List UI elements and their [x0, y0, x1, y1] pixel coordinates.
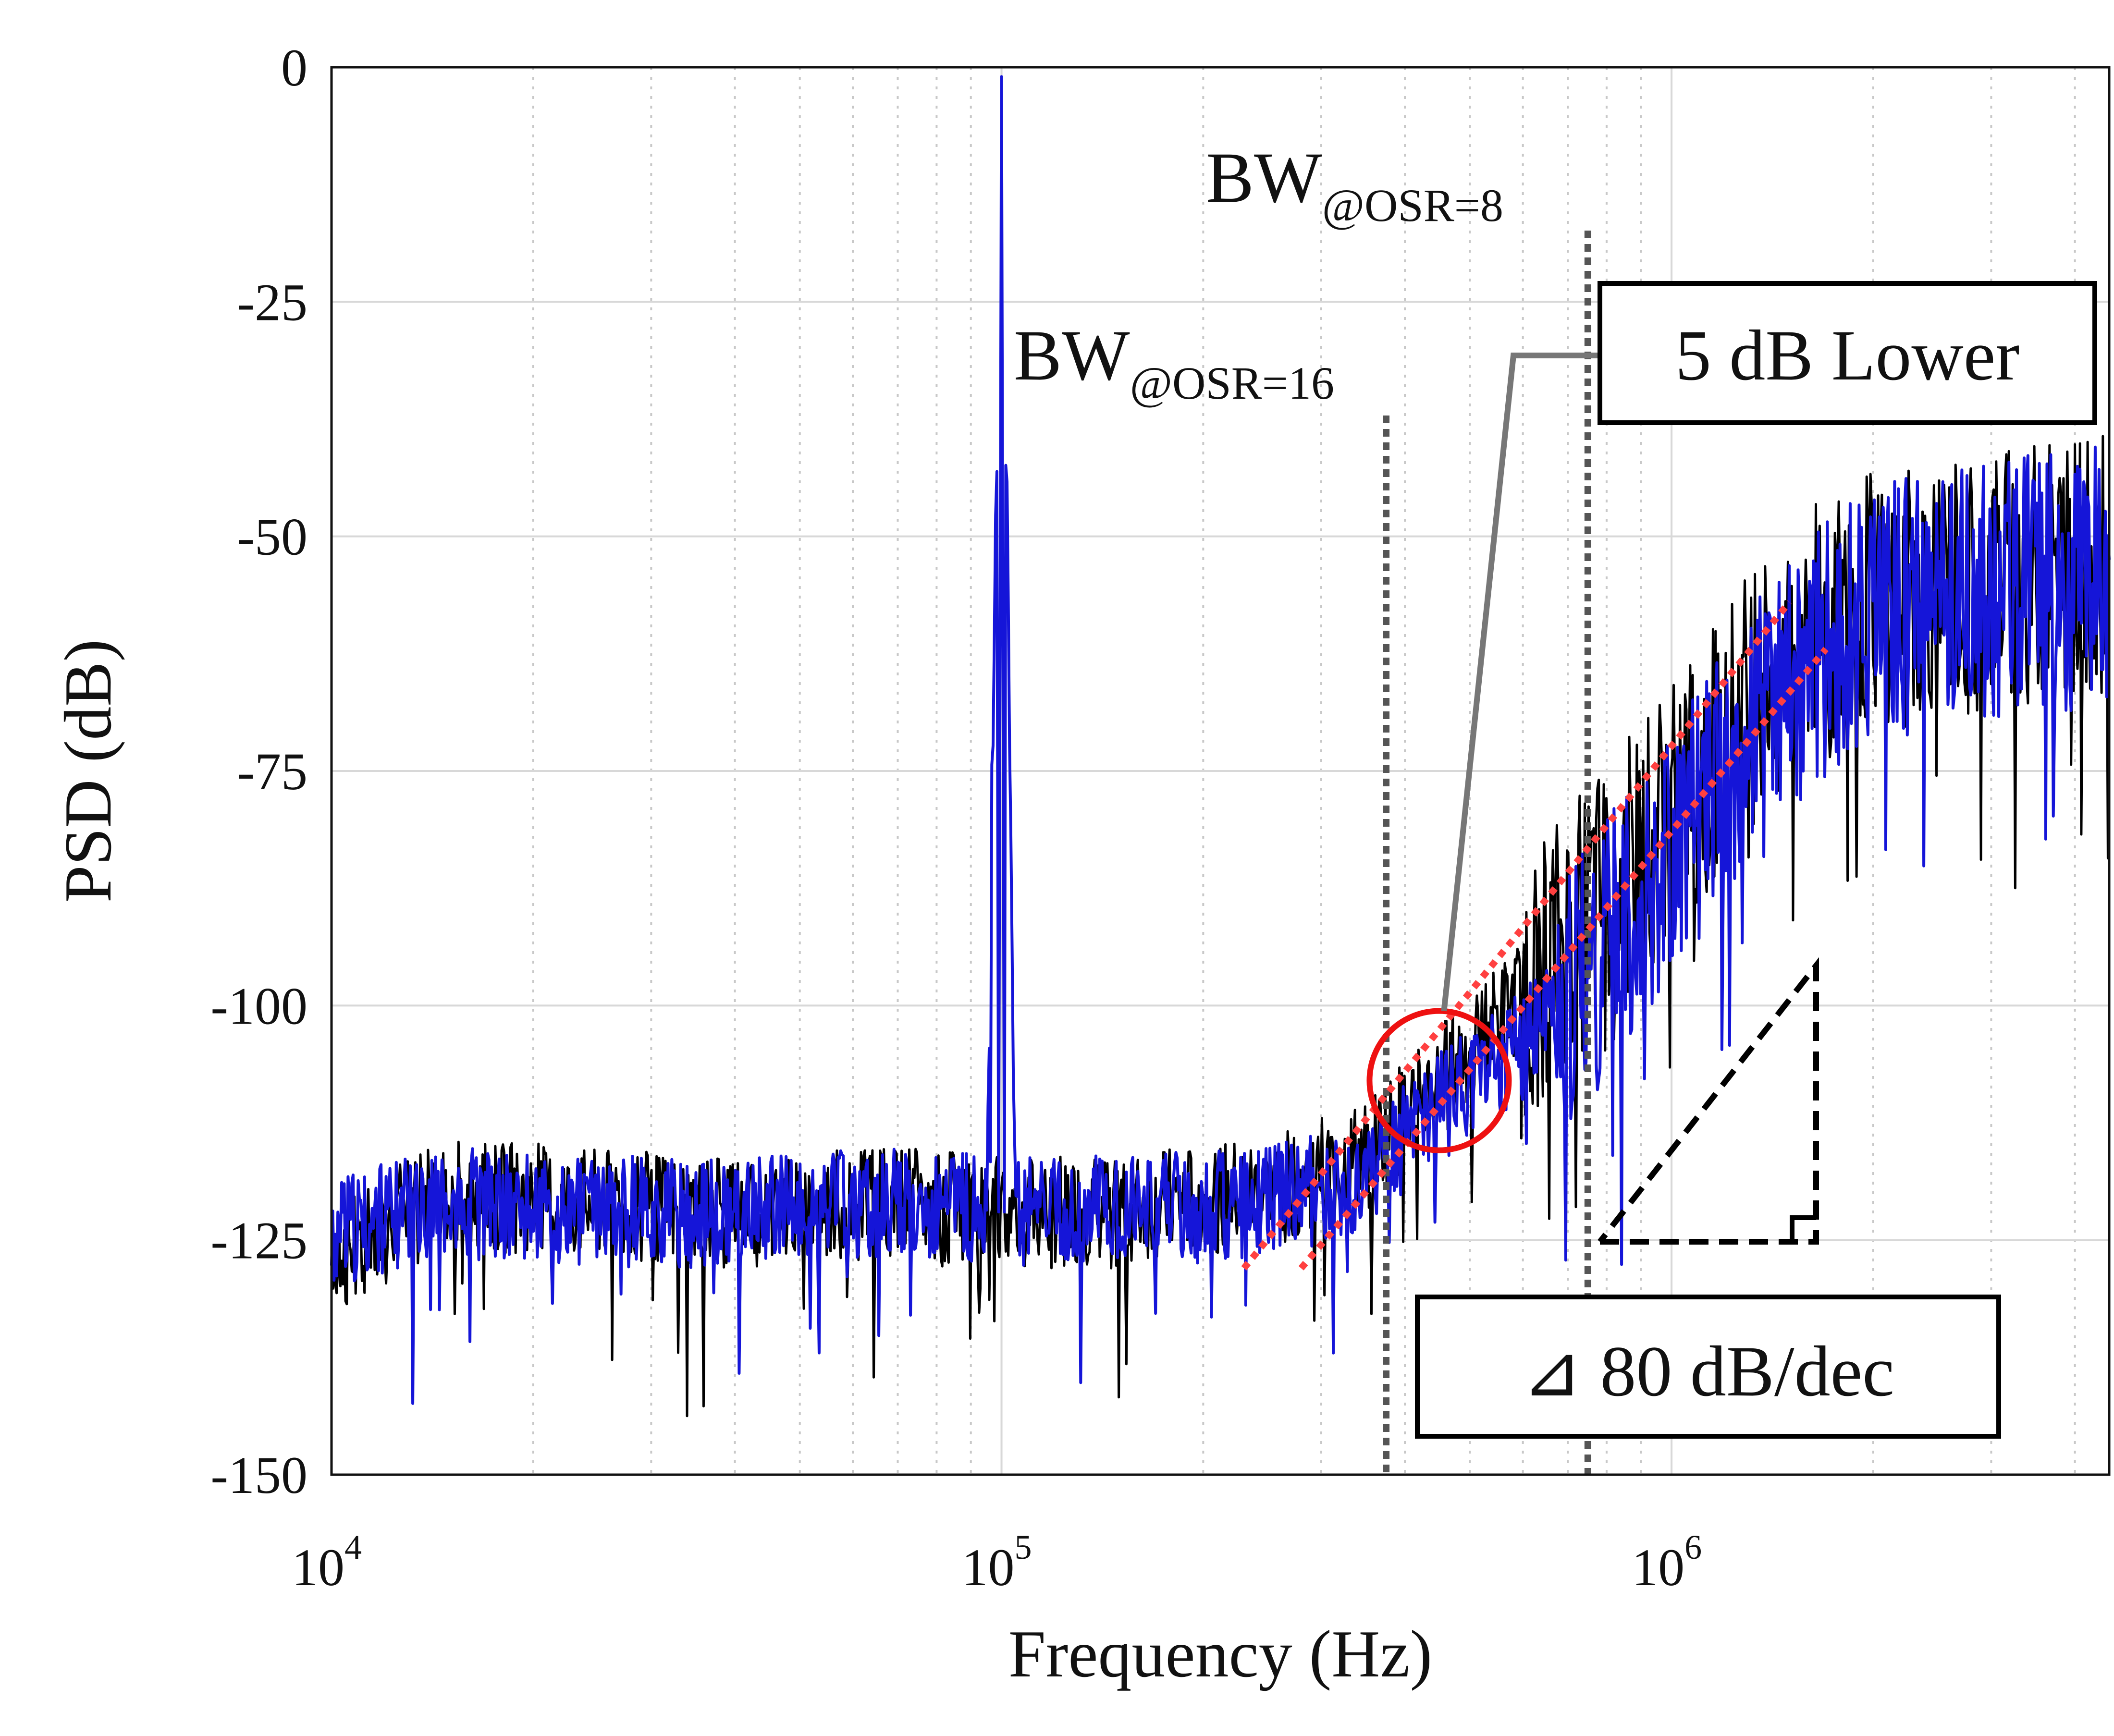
- lower-callout-box: [1598, 281, 2097, 425]
- bw-osr8-main: BW: [1206, 138, 1322, 218]
- lower-callout-text: 5 dB Lower: [1675, 316, 2020, 395]
- x-tick-label: 106: [1632, 1528, 1702, 1597]
- callout-leader: [1441, 353, 1600, 1012]
- series-line-blue: [330, 75, 2111, 1405]
- bw-osr16-label: BW@OSR=16: [1014, 316, 1334, 409]
- x-tick-exponent: 6: [1684, 1528, 1702, 1566]
- x-tick-label: 104: [292, 1528, 362, 1597]
- y-tick-label: -50: [237, 508, 307, 566]
- bw-osr16-main: BW: [1014, 316, 1130, 395]
- slope-callout: ⊿ 80 dB/dec: [1415, 1295, 2001, 1439]
- y-tick-label: 0: [281, 38, 307, 97]
- x-tick-base: 10: [1632, 1538, 1684, 1597]
- x-tick-label: 105: [962, 1528, 1032, 1597]
- slope-callout-text: ⊿ 80 dB/dec: [1522, 1332, 1894, 1411]
- y-tick-label: -125: [210, 1211, 307, 1270]
- x-tick-exponent: 5: [1015, 1528, 1032, 1566]
- bw-osr8-label: BW@OSR=8: [1206, 138, 1503, 231]
- highlight-circle: [1366, 1008, 1512, 1153]
- x-tick-base: 10: [962, 1538, 1015, 1597]
- x-axis-title: Frequency (Hz): [1008, 1617, 1432, 1691]
- x-tick-base: 10: [292, 1538, 344, 1597]
- right-angle-marker: [1790, 1215, 1816, 1242]
- slope-ref-line: [1241, 599, 1793, 1271]
- slope-triangle: [1598, 957, 1819, 1245]
- bw-osr8-sub: @OSR=8: [1322, 180, 1503, 231]
- y-axis-title: PSD (dB): [51, 639, 125, 903]
- bw-osr16-sub: @OSR=16: [1130, 357, 1334, 409]
- x-tick-exponent: 4: [344, 1528, 362, 1566]
- x-tick-labels: 104 105 106: [292, 1528, 1702, 1597]
- y-tick-label: -150: [210, 1446, 307, 1504]
- slope-ref-line: [1298, 647, 1829, 1271]
- y-tick-label: -75: [237, 742, 307, 801]
- slope-callout-box: [1415, 1295, 2001, 1439]
- lower-callout: 5 dB Lower: [1598, 281, 2097, 425]
- series-layer: [330, 75, 2111, 1418]
- y-tick-labels: 0 -25 -50 -75 -100 -125 -150: [210, 38, 307, 1504]
- y-tick-label: -100: [210, 977, 307, 1035]
- y-tick-label: -25: [237, 273, 307, 331]
- plot-frame: [330, 66, 2111, 1476]
- overlay-layer: [1241, 231, 1829, 1475]
